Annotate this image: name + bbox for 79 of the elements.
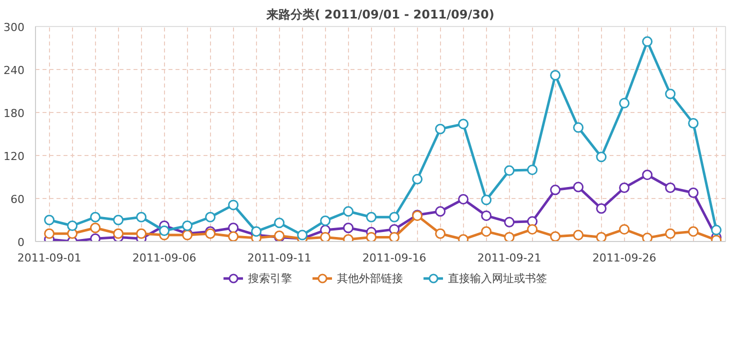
point <box>481 194 492 206</box>
point <box>665 88 676 100</box>
point <box>297 230 308 240</box>
point <box>113 214 124 226</box>
point <box>113 228 124 239</box>
y-tick-label: 300 <box>4 21 25 34</box>
y-tick-label: 120 <box>4 150 25 163</box>
point <box>619 98 630 108</box>
x-tick-label: 2011-09-01 <box>17 252 82 264</box>
point <box>458 118 469 130</box>
point <box>596 232 607 242</box>
point <box>389 232 400 242</box>
point <box>136 228 147 239</box>
point <box>527 164 538 176</box>
point <box>251 226 262 237</box>
point <box>228 222 239 234</box>
point <box>366 232 377 242</box>
point <box>90 233 101 242</box>
point <box>642 170 653 180</box>
legend-label: 直接输入网址或书签 <box>448 270 547 286</box>
point <box>481 210 492 221</box>
point <box>596 203 607 214</box>
point <box>136 212 147 222</box>
x-tick-label: 2011-09-06 <box>132 252 196 264</box>
point <box>527 224 538 235</box>
point <box>504 232 515 242</box>
point <box>343 222 354 234</box>
point <box>619 224 630 235</box>
point <box>205 212 216 222</box>
y-tick-label: 240 <box>4 64 25 77</box>
point <box>711 224 722 236</box>
point <box>182 220 193 231</box>
x-tick-label: 2011-09-16 <box>362 252 426 264</box>
point <box>412 174 423 184</box>
y-tick-label: 180 <box>4 107 25 120</box>
y-tick-label: 60 <box>10 193 25 206</box>
point <box>596 152 607 162</box>
point <box>481 226 492 237</box>
point <box>665 182 676 193</box>
chart-title: 来路分类( 2011/09/01 - 2011/09/30) <box>266 8 494 22</box>
point <box>320 232 331 242</box>
point <box>619 182 630 193</box>
point <box>688 188 699 198</box>
point <box>435 124 446 134</box>
point <box>688 118 699 128</box>
x-tick-label: 2011-09-26 <box>592 252 656 264</box>
point <box>642 232 653 242</box>
point <box>550 231 561 242</box>
point <box>274 218 285 228</box>
point <box>228 200 239 210</box>
legend-label: 搜索引擎 <box>248 270 292 286</box>
point <box>366 212 377 222</box>
point <box>573 122 584 133</box>
point <box>44 214 55 226</box>
point <box>159 226 170 236</box>
point <box>550 184 561 196</box>
point <box>320 215 331 226</box>
point <box>435 206 446 217</box>
point <box>67 220 78 231</box>
point <box>642 36 653 47</box>
point <box>573 230 584 240</box>
point <box>90 222 101 234</box>
x-tick-label: 2011-09-21 <box>477 252 542 264</box>
point <box>665 228 676 239</box>
point <box>435 228 446 239</box>
y-tick-label: 0 <box>18 236 24 249</box>
x-tick-label: 2011-09-11 <box>247 252 312 264</box>
point <box>44 228 55 239</box>
point <box>573 182 584 192</box>
point <box>504 216 515 228</box>
point <box>343 206 354 217</box>
point <box>688 226 699 237</box>
point <box>458 194 469 204</box>
legend-label: 其他外部链接 <box>337 270 403 286</box>
point <box>228 231 239 242</box>
point <box>90 212 101 222</box>
point <box>504 165 515 176</box>
point <box>550 70 561 80</box>
point <box>389 212 400 222</box>
